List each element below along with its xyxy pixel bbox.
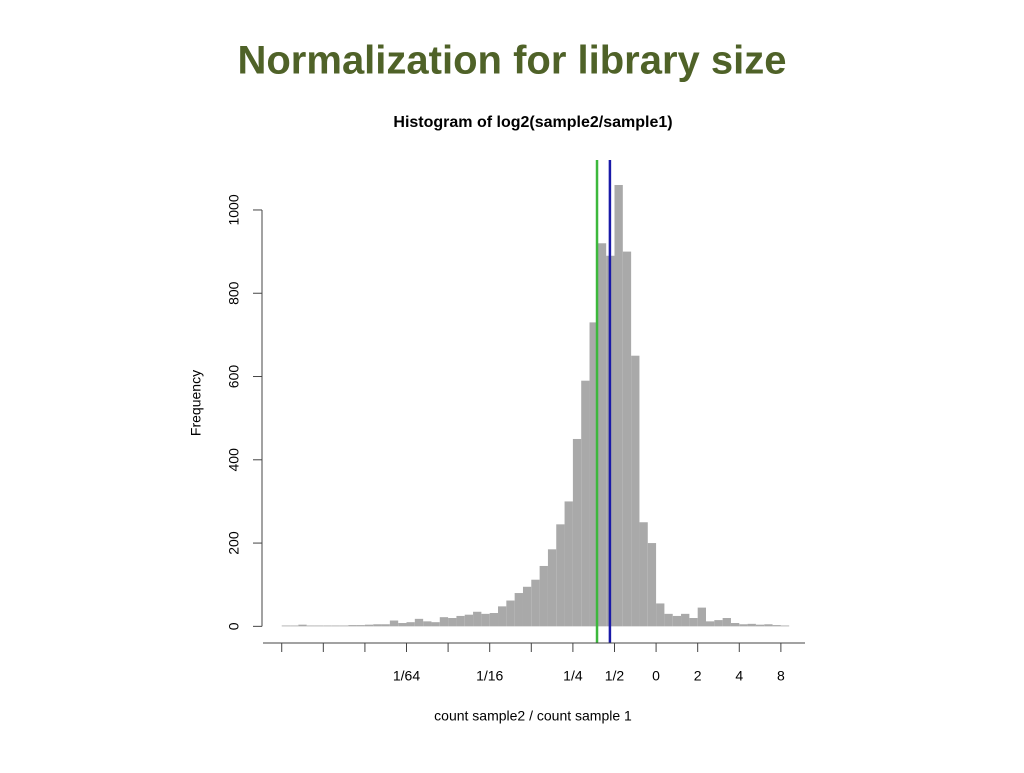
histogram-bar (498, 606, 507, 627)
histogram-bar (706, 621, 715, 627)
histogram-bar (681, 613, 690, 627)
y-tick-label: 400 (226, 448, 242, 472)
y-tick-label: 0 (226, 622, 242, 630)
histogram-bar (281, 625, 291, 627)
histogram-bar (373, 624, 382, 627)
histogram-bar (348, 625, 357, 627)
x-tick-label: 0 (652, 668, 660, 684)
histogram-bar (381, 624, 390, 627)
histogram-bar (431, 622, 440, 627)
histogram-bar (448, 618, 457, 627)
histogram-bar (514, 593, 523, 627)
histogram-bar (331, 625, 340, 627)
y-tick-label: 800 (226, 281, 242, 305)
histogram-bar (306, 625, 315, 627)
histogram-bar (772, 625, 781, 627)
histogram-bar (564, 501, 573, 627)
histogram-bar (323, 625, 332, 627)
histogram-bar (456, 615, 465, 627)
y-axis-label: Frequency (188, 370, 204, 436)
histogram-bar (473, 611, 482, 627)
histogram-bar (356, 625, 365, 627)
histogram-bar (722, 618, 731, 627)
y-tick-label: 200 (226, 531, 242, 555)
histogram-bar (389, 620, 399, 627)
slide-title: Normalization for library size (237, 39, 786, 83)
x-tick-label: 8 (777, 668, 785, 684)
histogram-bar (489, 613, 499, 627)
histogram-bar (739, 624, 748, 627)
histogram-bar (597, 243, 607, 627)
histogram-bar (439, 617, 449, 627)
histogram-bar (531, 579, 540, 627)
histogram-bar (522, 586, 532, 627)
histogram-bar (664, 613, 673, 627)
y-tick-label: 600 (226, 365, 242, 389)
histogram-bar (639, 522, 648, 627)
histogram-bar (672, 615, 682, 627)
histogram-bar (298, 624, 307, 627)
histogram-bar (730, 623, 740, 627)
histogram-bar (506, 600, 515, 627)
histogram-bar (714, 620, 723, 627)
x-axis-label: count sample2 / count sample 1 (434, 708, 632, 724)
x-tick-label: 1/2 (605, 668, 625, 684)
histogram-bar (481, 613, 490, 627)
x-tick-label: 1/4 (563, 668, 583, 684)
histogram-bar (656, 603, 665, 627)
histogram-bar (764, 624, 773, 627)
histogram-bar (747, 623, 756, 627)
histogram-bar (631, 355, 640, 627)
histogram-bar (614, 184, 623, 627)
histogram-bar (622, 251, 632, 627)
histogram-bar (755, 624, 765, 627)
x-tick-label: 4 (735, 668, 743, 684)
histogram-bar (647, 543, 657, 627)
histogram-bar (423, 621, 432, 627)
y-tick-label: 1000 (226, 194, 242, 225)
histogram-bar (406, 622, 415, 627)
histogram-bar (398, 623, 407, 627)
x-tick-label: 1/16 (476, 668, 503, 684)
chart-title: Histogram of log2(sample2/sample1) (393, 114, 672, 131)
histogram-bar (414, 618, 424, 627)
histogram-bar (364, 624, 374, 627)
histogram-bar (689, 618, 698, 627)
x-tick-label: 1/64 (393, 668, 420, 684)
histogram-bar (556, 524, 565, 627)
histogram-bar (539, 565, 548, 627)
histogram-bar (290, 625, 299, 627)
histogram-bar (589, 322, 598, 627)
histogram-bar (572, 438, 582, 627)
histogram-bar (314, 625, 324, 627)
histogram-bar (547, 549, 557, 627)
histogram-bar (697, 607, 707, 627)
histogram-bar (464, 614, 474, 627)
histogram-bar (339, 625, 349, 627)
x-tick-label: 2 (694, 668, 702, 684)
histogram-bar (780, 625, 790, 627)
histogram-bar (581, 380, 590, 627)
